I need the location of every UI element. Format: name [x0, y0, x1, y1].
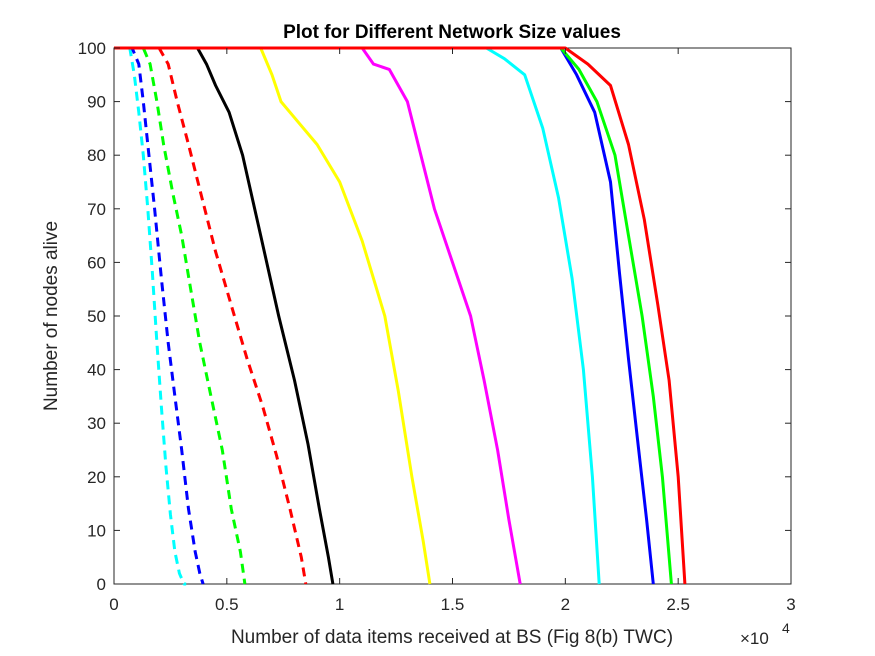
series-line-10: [114, 46, 673, 585]
x-tick-label: 3: [786, 595, 795, 614]
series-line-5: [114, 46, 335, 585]
x-tick-label: 0: [109, 595, 118, 614]
x-exponent-base: ×10: [740, 629, 769, 648]
y-tick-label: 30: [87, 414, 106, 433]
series-line-4: [114, 46, 308, 585]
x-tick-label: 1: [335, 595, 344, 614]
series-line-6: [114, 46, 432, 585]
x-exponent-power: 4: [782, 620, 790, 636]
series-line-3: [114, 46, 247, 585]
x-tick-label: 2: [561, 595, 570, 614]
x-axis: 0 0.5 1 1.5 2 2.5 3: [109, 48, 796, 614]
series-line-9: [114, 46, 655, 585]
y-tick-label: 20: [87, 468, 106, 487]
y-tick-label: 10: [87, 521, 106, 540]
y-axis: 0 10 20 30 40 50 60 70 80 90 100: [78, 39, 791, 594]
y-axis-label: Number of nodes alive: [41, 221, 62, 411]
x-axis-label: Number of data items received at BS (Fig…: [231, 627, 673, 648]
y-tick-label: 50: [87, 307, 106, 326]
series-layer: [114, 46, 687, 586]
x-tick-label: 0.5: [215, 595, 239, 614]
y-tick-label: 80: [87, 146, 106, 165]
y-tick-label: 0: [97, 575, 106, 594]
plot-area: [113, 47, 792, 585]
series-line-7: [114, 46, 522, 585]
chart-title: Plot for Different Network Size values: [283, 22, 621, 43]
x-tick-label: 1.5: [441, 595, 465, 614]
series-line-11: [114, 46, 687, 585]
y-tick-label: 60: [87, 253, 106, 272]
series-line-8: [114, 46, 601, 585]
y-tick-label: 100: [78, 39, 106, 58]
x-tick-label: 2.5: [666, 595, 690, 614]
y-tick-label: 40: [87, 361, 106, 380]
y-tick-label: 70: [87, 200, 106, 219]
y-tick-label: 90: [87, 93, 106, 112]
x-exponent-label: ×10 4: [740, 620, 790, 648]
